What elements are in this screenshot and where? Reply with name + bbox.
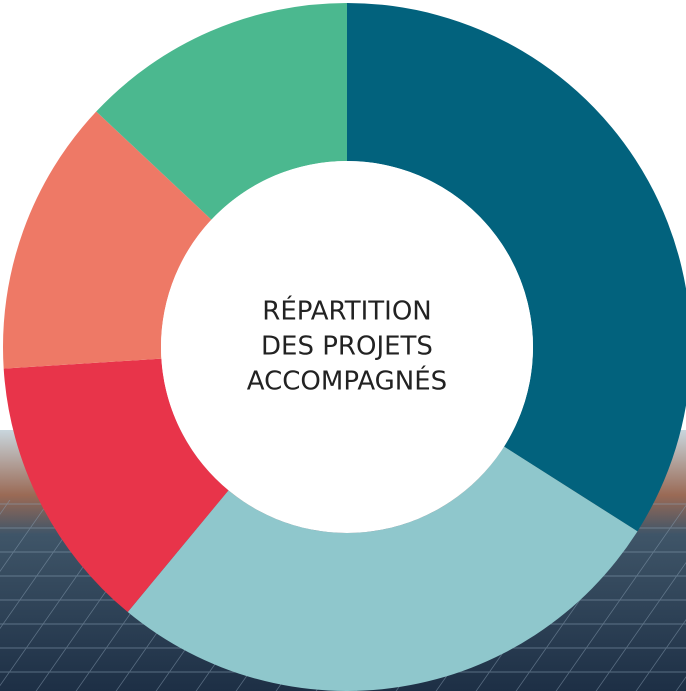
center-title-line: ACCOMPAGNÉS bbox=[247, 365, 447, 397]
chart: RÉPARTITION DES PROJETSACCOMPAGNÉS bbox=[0, 0, 686, 691]
center-title-line: RÉPARTITION bbox=[262, 295, 431, 327]
center-title-line: DES PROJETS bbox=[261, 332, 433, 362]
